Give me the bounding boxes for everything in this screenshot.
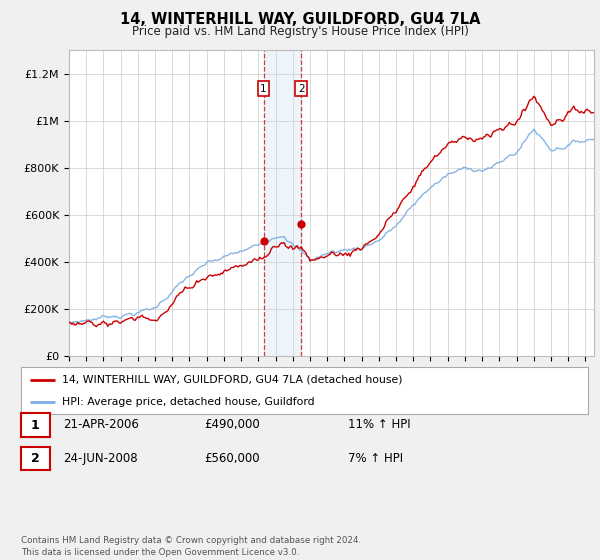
Text: 1: 1: [31, 418, 40, 432]
Text: £560,000: £560,000: [204, 451, 260, 465]
Text: 2: 2: [298, 83, 305, 94]
Text: Contains HM Land Registry data © Crown copyright and database right 2024.
This d: Contains HM Land Registry data © Crown c…: [21, 536, 361, 557]
Bar: [263, 50, 301, 356]
Text: 2: 2: [31, 452, 40, 465]
Text: 1: 1: [260, 83, 267, 94]
Text: 24-JUN-2008: 24-JUN-2008: [63, 451, 137, 465]
Text: 7% ↑ HPI: 7% ↑ HPI: [348, 451, 403, 465]
Text: 14, WINTERHILL WAY, GUILDFORD, GU4 7LA (detached house): 14, WINTERHILL WAY, GUILDFORD, GU4 7LA (…: [62, 375, 403, 385]
Text: Price paid vs. HM Land Registry's House Price Index (HPI): Price paid vs. HM Land Registry's House …: [131, 25, 469, 38]
Text: HPI: Average price, detached house, Guildford: HPI: Average price, detached house, Guil…: [62, 396, 314, 407]
Text: 11% ↑ HPI: 11% ↑ HPI: [348, 418, 410, 431]
Text: 14, WINTERHILL WAY, GUILDFORD, GU4 7LA: 14, WINTERHILL WAY, GUILDFORD, GU4 7LA: [120, 12, 480, 27]
Text: 21-APR-2006: 21-APR-2006: [63, 418, 139, 431]
Text: £490,000: £490,000: [204, 418, 260, 431]
